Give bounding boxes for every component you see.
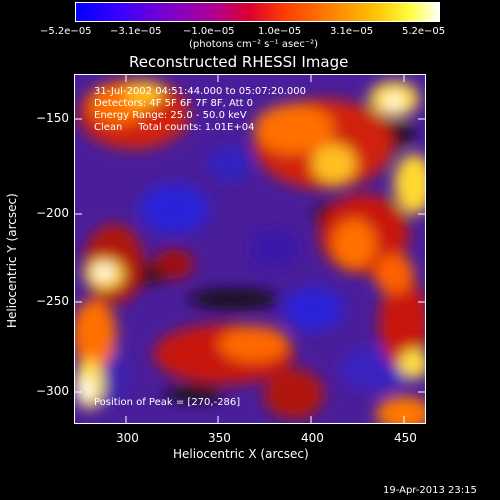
colorbar-tick-label: 1.0e−05 bbox=[258, 26, 302, 37]
info-line-counts: Clean Total counts: 1.01E+04 bbox=[94, 122, 255, 133]
y-tick-label: −300 bbox=[36, 384, 69, 398]
y-tick-label: −150 bbox=[36, 111, 69, 125]
colorbar-tick-label: 3.1e−05 bbox=[330, 26, 374, 37]
x-tick-label: 450 bbox=[394, 431, 417, 445]
x-ticks bbox=[125, 74, 405, 424]
colorbar-gradient bbox=[75, 2, 440, 22]
y-tick-label: −200 bbox=[36, 206, 69, 220]
colorbar-unit-label: (photons cm⁻² s⁻¹ asec⁻²) bbox=[189, 39, 319, 50]
x-tick-label: 300 bbox=[116, 431, 139, 445]
y-axis-label: Heliocentric Y (arcsec) bbox=[5, 193, 19, 328]
y-ticks bbox=[74, 118, 426, 393]
info-line-time-range: 31-Jul-2002 04:51:44.000 to 05:07:20.000 bbox=[94, 86, 306, 97]
render-timestamp: 19-Apr-2013 23:15 bbox=[383, 485, 477, 496]
peak-position-label: Position of Peak = [270,-286] bbox=[94, 397, 241, 408]
info-line-detectors: Detectors: 4F 5F 6F 7F 8F, Att 0 bbox=[94, 98, 254, 109]
x-axis-label: Heliocentric X (arcsec) bbox=[173, 447, 309, 461]
colorbar-tick-label: −5.2e−05 bbox=[40, 26, 92, 37]
plot-title: Reconstructed RHESSI Image bbox=[129, 53, 349, 71]
colorbar-tick-label: −1.0e−05 bbox=[183, 26, 235, 37]
colorbar-tick-label: 5.2e−05 bbox=[402, 26, 446, 37]
y-tick-label: −250 bbox=[36, 294, 69, 308]
colorbar-tick-label: −3.1e−05 bbox=[110, 26, 162, 37]
plot-frame bbox=[74, 74, 426, 424]
x-tick-label: 400 bbox=[301, 431, 324, 445]
info-line-energy-range: Energy Range: 25.0 - 50.0 keV bbox=[94, 110, 247, 121]
x-tick-label: 350 bbox=[208, 431, 231, 445]
solar-image bbox=[74, 74, 426, 424]
colorbar bbox=[75, 2, 440, 22]
